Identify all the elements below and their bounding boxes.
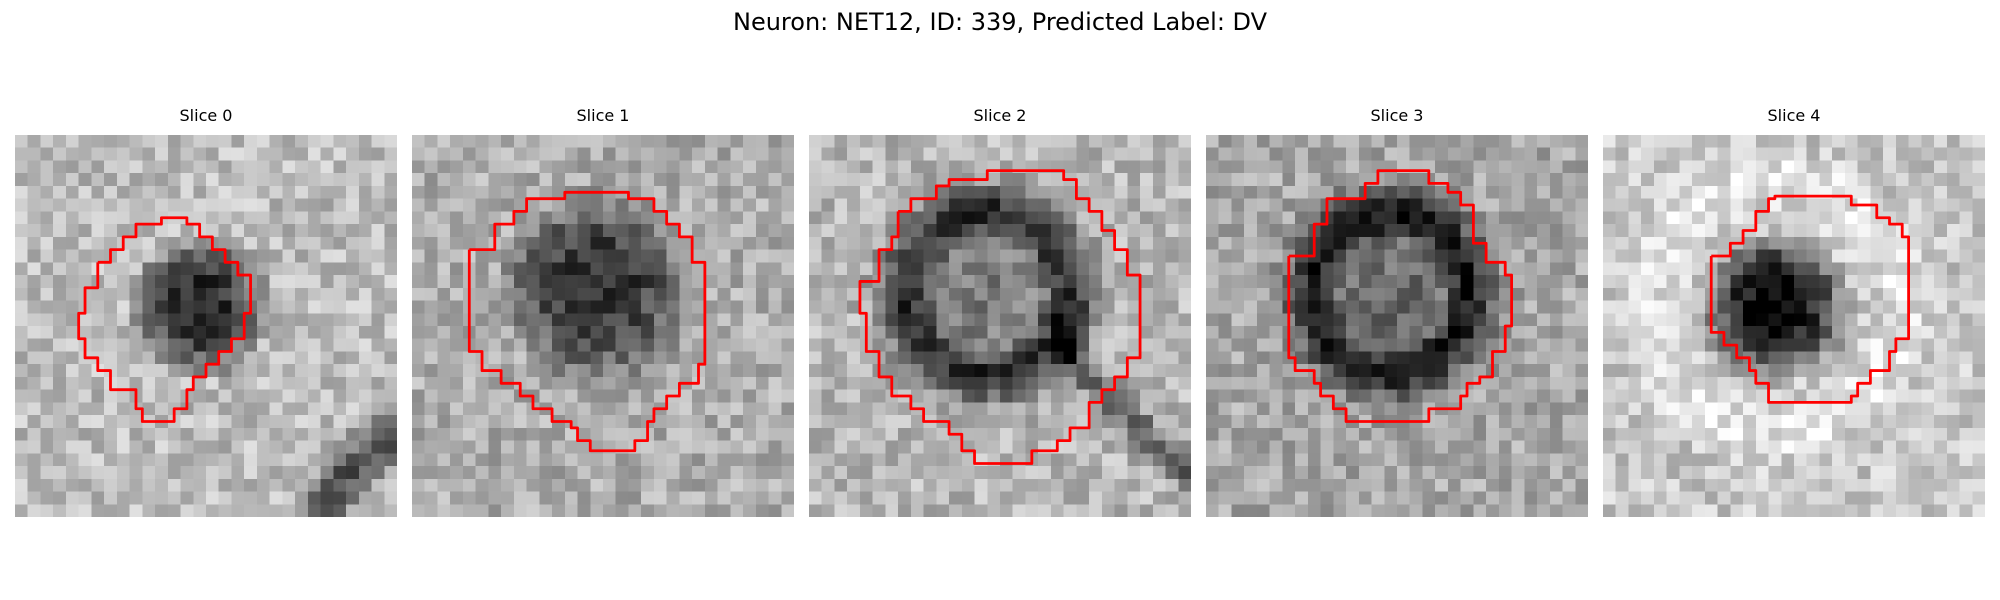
slice-title-1: Slice 1 bbox=[576, 106, 630, 125]
slice-image-2 bbox=[809, 135, 1191, 517]
slice-title-3: Slice 3 bbox=[1370, 106, 1424, 125]
figure-title: Neuron: NET12, ID: 339, Predicted Label:… bbox=[732, 8, 1268, 36]
slice-title-4: Slice 4 bbox=[1767, 106, 1821, 125]
slice-image-3 bbox=[1206, 135, 1588, 517]
neuron-contour-0 bbox=[77, 216, 252, 423]
neuron-contour-4 bbox=[1709, 194, 1911, 404]
slice-image-1 bbox=[412, 135, 794, 517]
neuron-contour-3 bbox=[1287, 169, 1514, 423]
slice-image-4 bbox=[1603, 135, 1985, 517]
slice-title-0: Slice 0 bbox=[179, 106, 233, 125]
neuron-contour-1 bbox=[467, 190, 707, 453]
slice-image-0 bbox=[15, 135, 397, 517]
slice-title-2: Slice 2 bbox=[973, 106, 1027, 125]
neuron-contour-2 bbox=[858, 169, 1142, 465]
